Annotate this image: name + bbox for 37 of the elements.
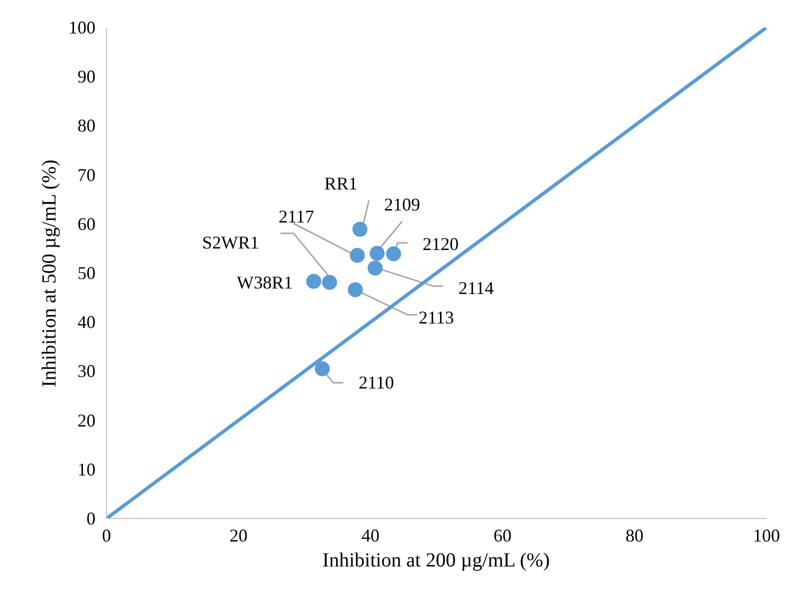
annotation: 2110 [358, 372, 394, 393]
y-tick-label: 90 [78, 66, 96, 87]
y-tick-label: 50 [78, 263, 96, 283]
point [368, 260, 383, 276]
y-tick-label: 30 [78, 361, 96, 382]
annotation: 2109 [384, 194, 420, 214]
x-tick-label: 20 [230, 526, 248, 546]
point [350, 248, 365, 263]
y-tick-label: 100 [68, 18, 96, 38]
x-axis-title: Inhibition at 200 µg/mL (%) [322, 550, 550, 572]
point [348, 282, 363, 298]
x-tick-label: 0 [102, 526, 111, 546]
annotation: 2113 [418, 308, 454, 328]
x-tick-label: 100 [753, 526, 780, 546]
x-tick-label: 60 [494, 526, 512, 546]
y-tick-label: 80 [78, 116, 96, 136]
y-tick-label: 0 [86, 508, 96, 528]
point [306, 274, 322, 289]
point [352, 222, 368, 237]
y-axis-title: Inhibition at 500 µg/mL (%) [38, 160, 60, 388]
annotation: W38R1 [236, 272, 293, 292]
annotation: 2120 [422, 234, 459, 254]
annotation: S2WR1 [202, 232, 260, 252]
y-tick-label: 60 [78, 214, 96, 234]
annotation: 2114 [458, 278, 494, 298]
point [314, 361, 330, 376]
annotation: RR1 [324, 173, 358, 194]
x-tick-label: 80 [626, 526, 644, 546]
point [322, 274, 338, 290]
x-tick-label: 40 [362, 526, 380, 546]
y-tick-label: 40 [78, 312, 96, 332]
point [370, 246, 385, 261]
y-tick-label: 10 [78, 459, 96, 480]
annotation: 2117 [278, 206, 314, 226]
point [386, 246, 402, 262]
y-tick-label: 70 [78, 164, 96, 185]
y-tick-label: 20 [78, 410, 96, 430]
